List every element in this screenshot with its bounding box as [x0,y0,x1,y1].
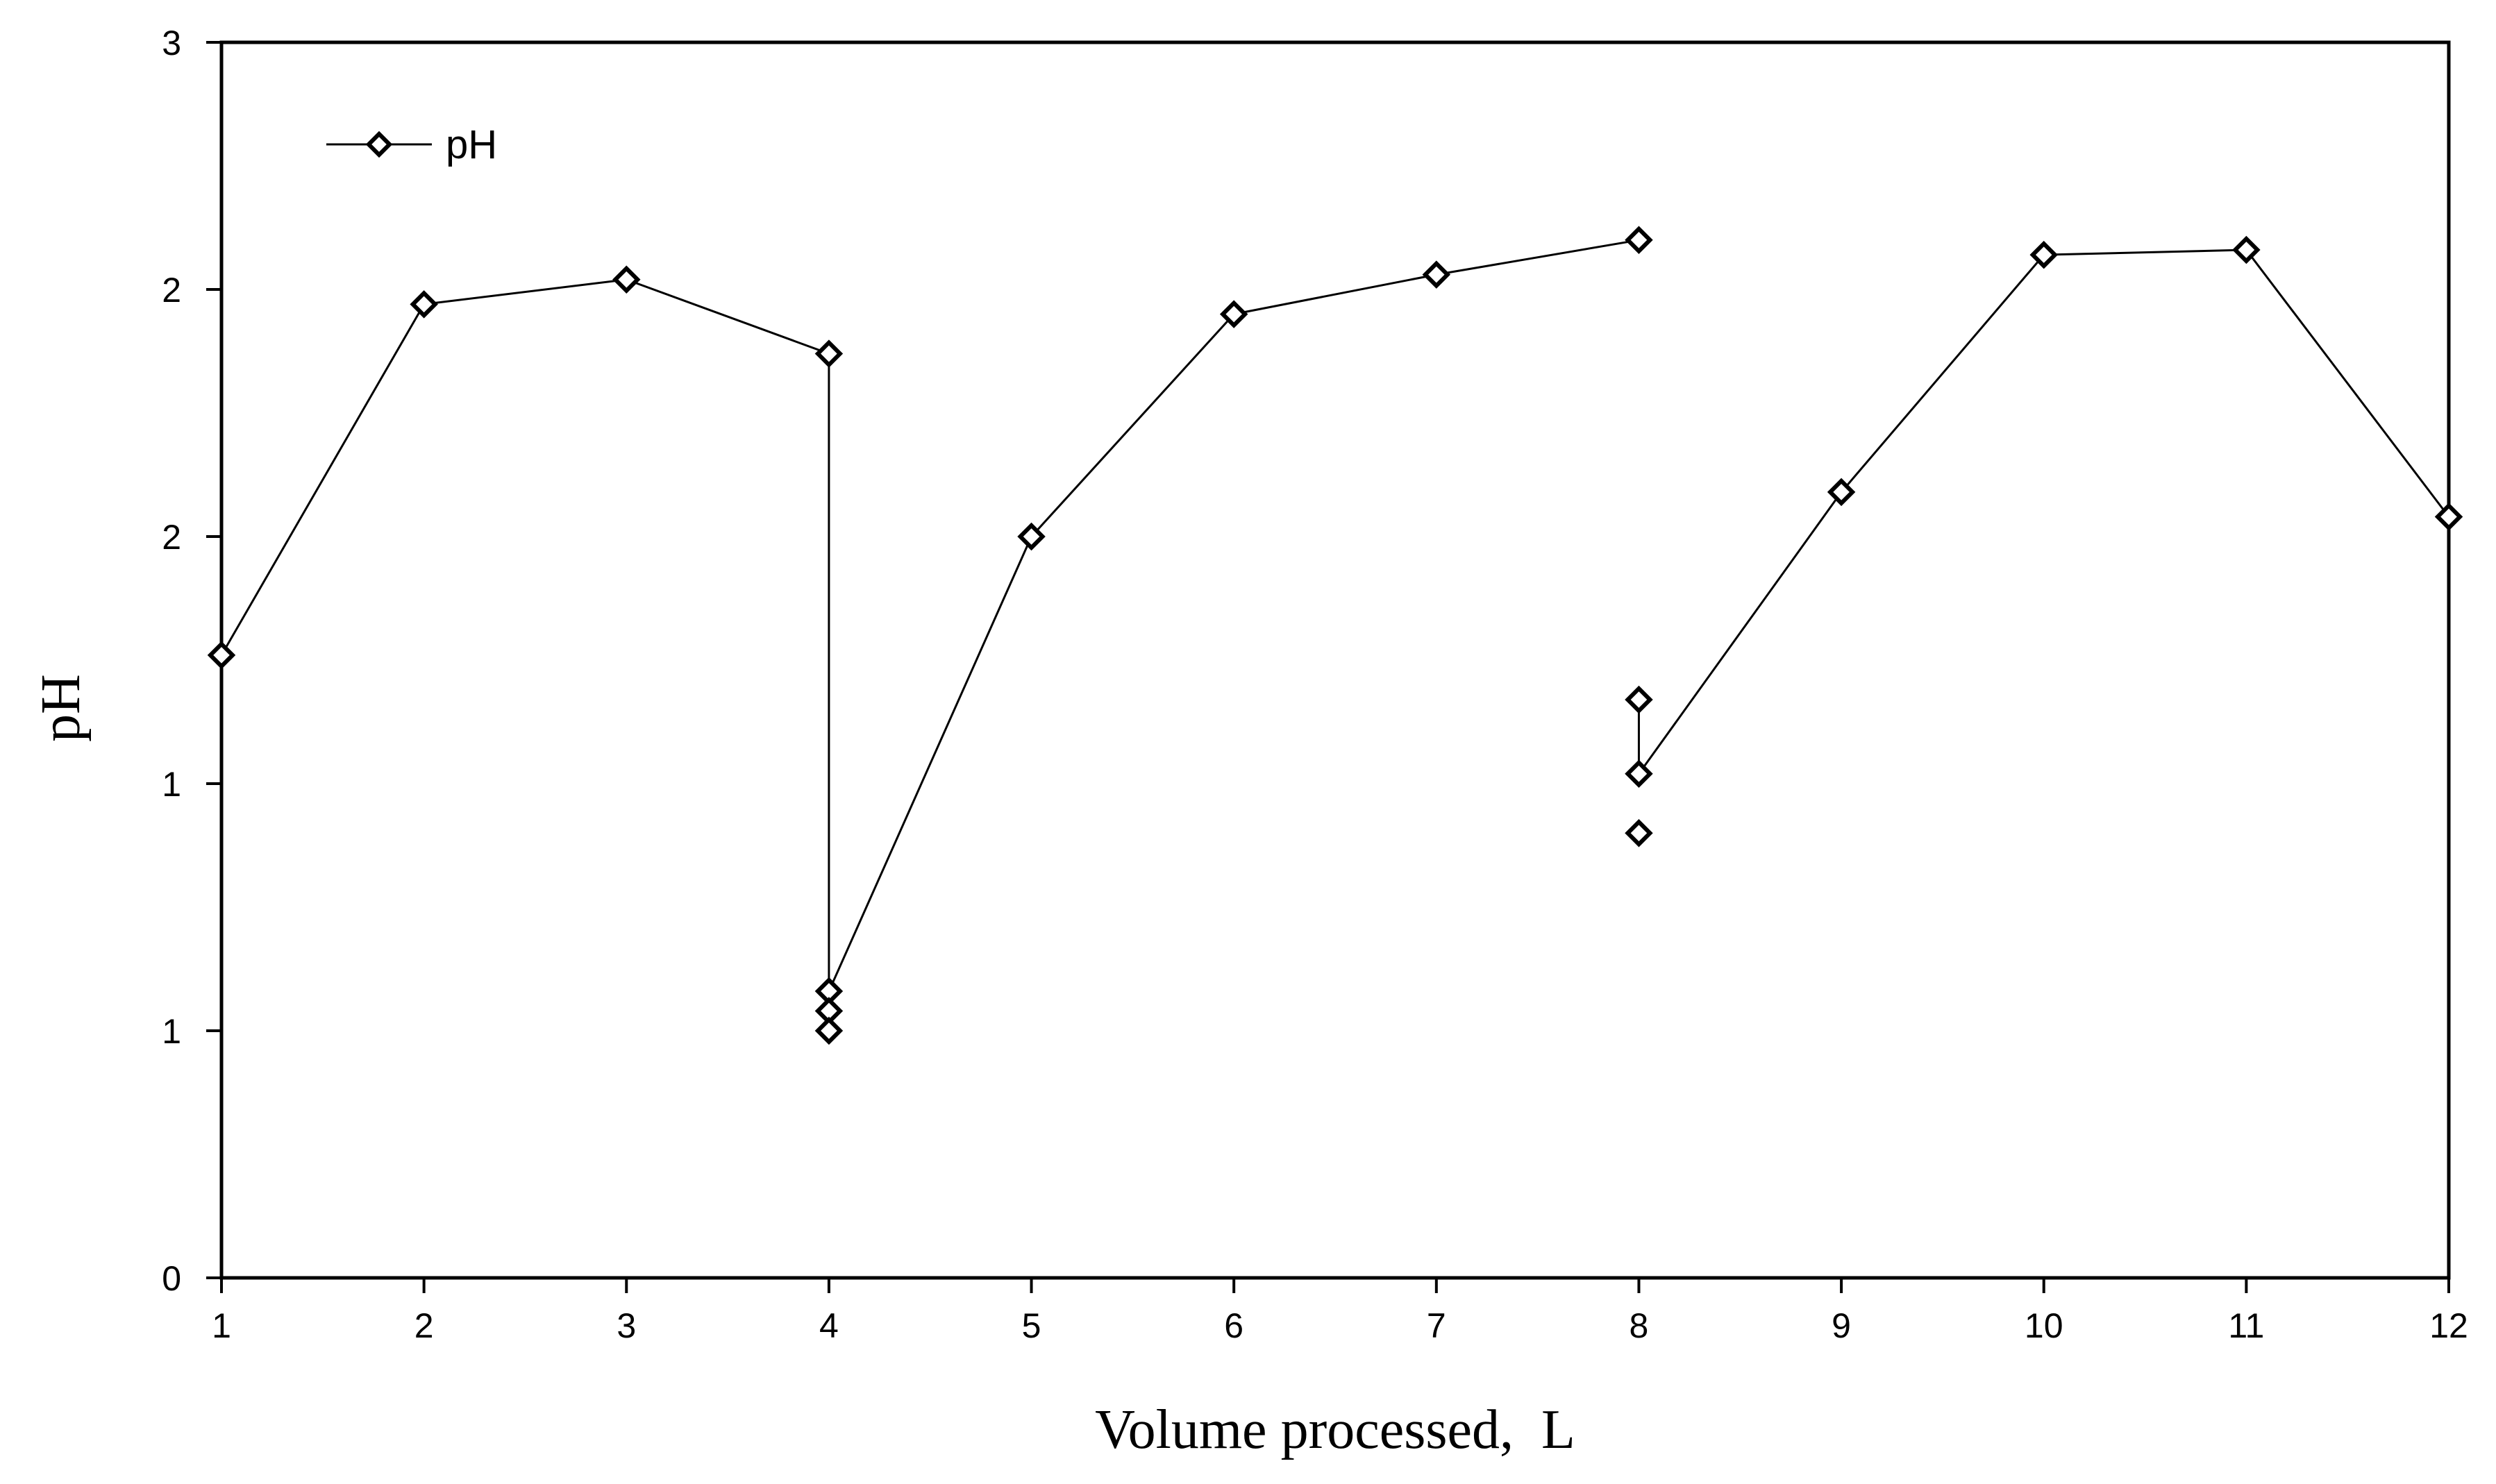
series-line-segment [828,536,1032,992]
data-point-marker [2434,503,2463,531]
data-point-marker [1422,260,1451,289]
series-line-segment [1233,273,1437,316]
x-axis-title: Volume processed, L [1095,1399,1575,1460]
y-tick-label: 2 [162,518,181,557]
series-line-segment [1840,254,2045,493]
series-line-segment [424,278,627,305]
x-tick-label: 10 [2025,1306,2063,1345]
legend-label: pH [446,122,497,167]
data-point-marker [2232,235,2261,264]
ph-series-lines [220,239,2450,992]
y-tick-label: 1 [162,1012,181,1051]
x-tick-label: 3 [617,1306,636,1345]
x-tick-label: 2 [414,1306,434,1345]
data-point-marker [814,339,844,368]
data-point-marker [2029,240,2058,269]
legend-diamond-icon [365,130,393,158]
series-line-segment [626,278,830,355]
x-tick-label: 1 [212,1306,231,1345]
series-line-segment [2245,249,2450,518]
x-tick-label: 6 [1224,1306,1243,1345]
y-axis-title: pH [31,674,92,742]
x-tick-label: 4 [819,1306,839,1345]
data-point-marker [1219,300,1248,328]
data-point-marker [1625,685,1653,714]
y-tick-label: 2 [162,271,181,310]
data-point-marker [814,1016,844,1045]
data-point-marker [1827,478,1856,507]
series-line-segment [1030,313,1235,538]
x-tick-label: 8 [1630,1306,1649,1345]
data-point-marker [1017,522,1046,551]
series-line-segment [2043,248,2247,256]
x-axis-ticks: 1 2 3 4 5 6 7 8 9 10 11 12 [212,1278,2468,1345]
data-point-marker [1625,818,1653,848]
x-tick-label: 12 [2429,1306,2468,1345]
plot-area-frame [219,40,2451,1280]
legend: pH [326,122,497,167]
series-line-segment [1436,239,1639,276]
data-point-marker [207,641,236,670]
y-tick-label: 1 [162,765,181,804]
x-tick-label: 5 [1022,1306,1041,1345]
y-tick-label: 0 [162,1259,181,1298]
y-tick-label: 3 [162,24,181,62]
y-axis-ticks: 0 1 1 2 2 3 [162,24,221,1298]
x-tick-label: 7 [1427,1306,1446,1345]
data-point-marker [1625,226,1653,255]
ph-series-markers [207,226,2463,1045]
data-point-marker [1625,759,1653,789]
data-point-marker [410,290,438,319]
series-line-segment [1638,491,1843,775]
x-tick-label: 11 [2228,1306,2264,1345]
data-point-marker [612,265,641,294]
series-line-segment [220,303,425,656]
x-tick-label: 9 [1832,1306,1851,1345]
